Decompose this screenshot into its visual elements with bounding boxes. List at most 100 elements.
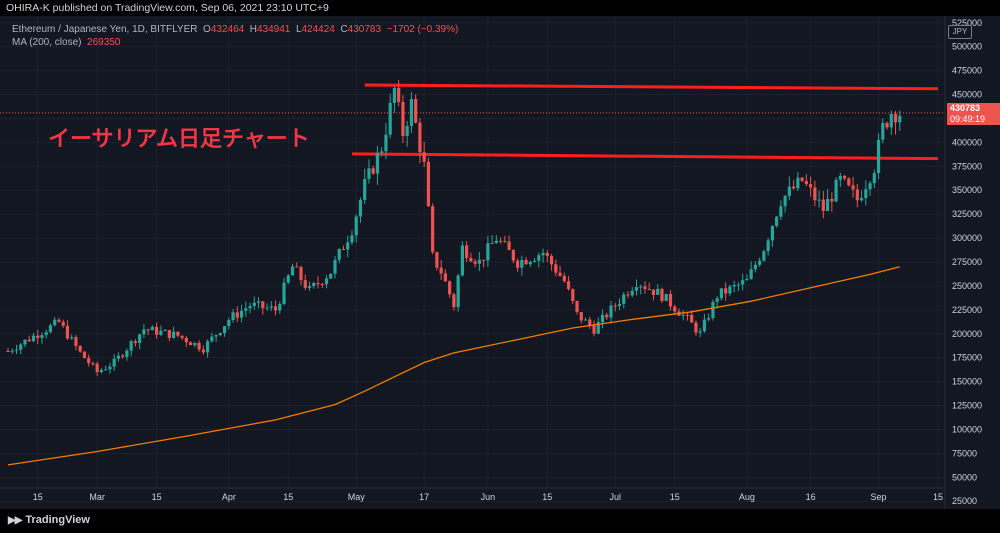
candle-body bbox=[813, 187, 817, 201]
candle-body bbox=[792, 186, 796, 189]
price-tick-label: 375000 bbox=[952, 161, 982, 171]
candle-body bbox=[656, 288, 660, 295]
candle-body bbox=[439, 267, 443, 274]
candle-body bbox=[239, 310, 244, 318]
currency-badge[interactable]: JPY bbox=[948, 25, 972, 39]
candle-body bbox=[775, 216, 779, 227]
candle-body bbox=[57, 319, 61, 322]
candle-body bbox=[630, 290, 634, 296]
price-tick-label: 300000 bbox=[952, 233, 982, 243]
time-tick-label: 16 bbox=[806, 492, 816, 502]
candle-body bbox=[749, 269, 753, 279]
candle-body bbox=[622, 294, 626, 304]
candle-body bbox=[596, 322, 600, 334]
candle-body bbox=[796, 177, 800, 189]
candle-body bbox=[197, 342, 201, 350]
candle-body bbox=[244, 308, 248, 311]
candle-body bbox=[78, 345, 82, 352]
candle-body bbox=[465, 245, 469, 258]
symbol-name: Ethereum / Japanese Yen, 1D, BITFLYER bbox=[12, 24, 198, 35]
candle-body bbox=[312, 283, 316, 287]
candle-body bbox=[116, 355, 121, 359]
symbol-legend: Ethereum / Japanese Yen, 1D, BITFLYER O4… bbox=[12, 24, 458, 35]
tradingview-logo[interactable]: ▶▶ TradingView bbox=[8, 514, 90, 526]
candle-body bbox=[350, 235, 354, 243]
candle-body bbox=[460, 245, 464, 276]
time-tick-label: Aug bbox=[739, 492, 755, 502]
chart-annotation: イーサリアム日足チャート bbox=[48, 126, 310, 151]
candle-body bbox=[537, 255, 541, 261]
time-tick-label: 17 bbox=[419, 492, 429, 502]
candle-body bbox=[817, 199, 821, 201]
close-value: 430783 bbox=[347, 24, 382, 35]
candle-body bbox=[651, 289, 656, 295]
candle-body bbox=[681, 314, 685, 316]
candle-body bbox=[146, 329, 150, 331]
price-tick-label: 75000 bbox=[952, 448, 977, 458]
candle-body bbox=[95, 363, 99, 373]
time-axis[interactable]: 15 Mar 15 Apr 15 May 17 Jun 15 Jul 15 Aug 16 Sep 15 bbox=[33, 492, 943, 502]
candle-body bbox=[346, 242, 350, 250]
time-tick-label: Jun bbox=[481, 492, 496, 502]
close-label: C bbox=[340, 24, 348, 35]
candle-body bbox=[256, 301, 261, 303]
open-value: 432464 bbox=[210, 24, 245, 35]
resistance-lines[interactable] bbox=[351, 83, 939, 161]
candle-body bbox=[27, 339, 31, 342]
price-chart[interactable]: 5250005000004750004500004250004000003750… bbox=[0, 16, 1000, 509]
price-tick-label: 400000 bbox=[952, 137, 982, 147]
candle-body bbox=[273, 306, 278, 311]
candle-body bbox=[210, 336, 214, 342]
candle-body bbox=[329, 273, 333, 279]
price-tick-label: 325000 bbox=[952, 209, 982, 219]
candle-body bbox=[443, 273, 447, 282]
candle-body bbox=[558, 272, 562, 276]
candle-body bbox=[766, 240, 770, 252]
candle-body bbox=[830, 198, 834, 202]
candle-body bbox=[418, 122, 422, 153]
candle-body bbox=[673, 306, 677, 312]
candle-body bbox=[19, 344, 23, 350]
price-tick-label: 350000 bbox=[952, 185, 982, 195]
candle-body bbox=[762, 251, 766, 261]
candle-body bbox=[579, 311, 583, 321]
candle-body bbox=[112, 358, 116, 367]
price-tick-label: 275000 bbox=[952, 257, 982, 267]
time-tick-label: May bbox=[348, 492, 366, 502]
ma200-line bbox=[7, 266, 900, 466]
candle-body bbox=[358, 199, 363, 217]
price-tick-label: 200000 bbox=[952, 329, 982, 339]
candle-body bbox=[354, 216, 358, 236]
grid bbox=[0, 16, 945, 502]
candle-body bbox=[341, 249, 346, 251]
candle-body bbox=[634, 287, 639, 291]
ma-line bbox=[7, 266, 900, 466]
candle-body bbox=[44, 332, 48, 336]
candle-body bbox=[647, 288, 651, 290]
candle-body bbox=[745, 278, 749, 281]
candle-body bbox=[847, 178, 851, 186]
published-header: OHIRA-K published on TradingView.com, Se… bbox=[0, 0, 1000, 16]
candle-body bbox=[728, 286, 732, 294]
candle-body bbox=[392, 87, 397, 103]
time-tick-label: Jul bbox=[610, 492, 622, 502]
candle-body bbox=[783, 195, 787, 207]
candle-body bbox=[707, 317, 711, 320]
candle-body bbox=[231, 312, 235, 321]
low-label: L bbox=[295, 24, 302, 35]
candle-body bbox=[307, 286, 312, 288]
last-price-label: 430783 bbox=[947, 103, 1000, 114]
price-axis[interactable]: 5250005000004750004500004250004000003750… bbox=[952, 18, 982, 506]
candle-body bbox=[23, 339, 27, 345]
candle-body bbox=[736, 284, 741, 286]
candle-body bbox=[872, 172, 876, 184]
candle-body bbox=[809, 184, 813, 188]
candle-body bbox=[588, 319, 592, 326]
high-value: 434941 bbox=[257, 24, 291, 35]
candle-body bbox=[65, 325, 70, 339]
price-tick-label: 25000 bbox=[952, 496, 977, 506]
candle-body bbox=[48, 325, 53, 333]
candle-body bbox=[864, 189, 868, 199]
candle-body bbox=[600, 314, 605, 323]
candle-body bbox=[592, 325, 596, 334]
